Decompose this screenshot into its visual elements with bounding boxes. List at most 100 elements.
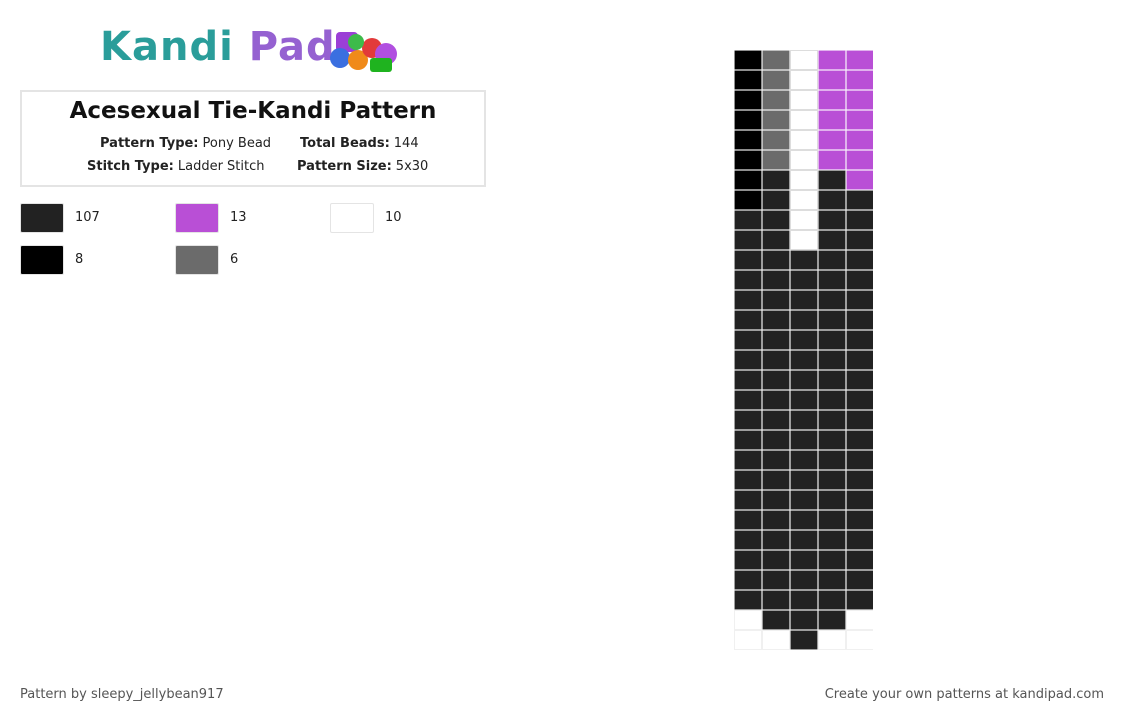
info-row: Pattern Size: 5x30 xyxy=(297,159,428,174)
bead xyxy=(818,170,846,190)
bead xyxy=(734,250,762,270)
bead xyxy=(734,590,762,610)
color-swatch xyxy=(175,245,219,275)
bead xyxy=(790,490,818,510)
bead xyxy=(734,150,762,170)
bead xyxy=(762,70,790,90)
bead xyxy=(734,90,762,110)
bead xyxy=(762,510,790,530)
brand-left: Kandi xyxy=(100,24,234,70)
bead xyxy=(734,490,762,510)
bead xyxy=(846,50,873,70)
bead xyxy=(818,450,846,470)
bead xyxy=(846,570,873,590)
bead-count: 8 xyxy=(75,252,84,267)
info-row: Stitch Type: Ladder Stitch xyxy=(87,159,265,174)
bead xyxy=(734,310,762,330)
bead xyxy=(762,490,790,510)
bead xyxy=(818,530,846,550)
bead xyxy=(790,130,818,150)
bead xyxy=(790,190,818,210)
bead xyxy=(790,210,818,230)
bead xyxy=(790,370,818,390)
bead xyxy=(818,550,846,570)
info-value: Ladder Stitch xyxy=(177,159,265,174)
bead xyxy=(790,70,818,90)
bead-count: 6 xyxy=(230,252,239,267)
info-label: Total Beads: xyxy=(300,136,390,151)
bead-count: 107 xyxy=(75,210,100,225)
bead xyxy=(790,350,818,370)
footer-link[interactable]: Create your own patterns at kandipad.com xyxy=(824,687,1104,702)
logo: Kandi Pad xyxy=(100,24,336,70)
info-row: Pattern Type: Pony Bead xyxy=(100,136,271,151)
color-swatch xyxy=(20,245,64,275)
bead xyxy=(818,230,846,250)
bead xyxy=(734,410,762,430)
color-swatch xyxy=(175,203,219,233)
empty-cell xyxy=(734,630,762,650)
bead xyxy=(762,410,790,430)
bead xyxy=(846,110,873,130)
bead xyxy=(790,470,818,490)
info-value: 5x30 xyxy=(395,159,429,174)
bead xyxy=(762,330,790,350)
info-box: Acesexual Tie-Kandi Pattern Pattern Type… xyxy=(20,90,486,187)
bead xyxy=(846,270,873,290)
bead xyxy=(734,130,762,150)
bead xyxy=(818,370,846,390)
bead xyxy=(790,550,818,570)
bead xyxy=(762,530,790,550)
empty-cell xyxy=(846,630,873,650)
bead xyxy=(762,450,790,470)
bead xyxy=(818,290,846,310)
bead-grid xyxy=(734,50,873,650)
bead xyxy=(734,110,762,130)
bead xyxy=(734,530,762,550)
bead xyxy=(818,430,846,450)
bead xyxy=(790,250,818,270)
bead xyxy=(790,610,818,630)
bead xyxy=(818,210,846,230)
bead xyxy=(790,310,818,330)
bead xyxy=(790,590,818,610)
bead xyxy=(790,110,818,130)
bead xyxy=(818,70,846,90)
bead xyxy=(762,190,790,210)
bead xyxy=(790,90,818,110)
bead xyxy=(762,250,790,270)
bead xyxy=(818,330,846,350)
bead-count: 13 xyxy=(230,210,247,225)
bead xyxy=(818,190,846,210)
bead xyxy=(846,370,873,390)
bead xyxy=(762,270,790,290)
bead xyxy=(846,230,873,250)
bead xyxy=(790,630,818,650)
bead xyxy=(846,590,873,610)
color-swatch xyxy=(20,203,64,233)
bead xyxy=(846,470,873,490)
empty-cell xyxy=(818,630,846,650)
bead xyxy=(734,290,762,310)
bead xyxy=(818,350,846,370)
bead xyxy=(818,510,846,530)
bead xyxy=(762,230,790,250)
empty-cell xyxy=(762,630,790,650)
bead xyxy=(846,550,873,570)
bead xyxy=(846,410,873,430)
logo-beads xyxy=(330,32,397,72)
bead xyxy=(846,210,873,230)
bead xyxy=(734,210,762,230)
info-label: Stitch Type: xyxy=(87,159,174,174)
bead xyxy=(790,450,818,470)
bead xyxy=(762,210,790,230)
bead xyxy=(762,170,790,190)
bead xyxy=(790,330,818,350)
bead xyxy=(846,510,873,530)
bead xyxy=(846,70,873,90)
info-row: Total Beads: 144 xyxy=(300,136,419,151)
bead xyxy=(762,290,790,310)
bead xyxy=(818,90,846,110)
pattern-title: Acesexual Tie-Kandi Pattern xyxy=(69,98,437,124)
